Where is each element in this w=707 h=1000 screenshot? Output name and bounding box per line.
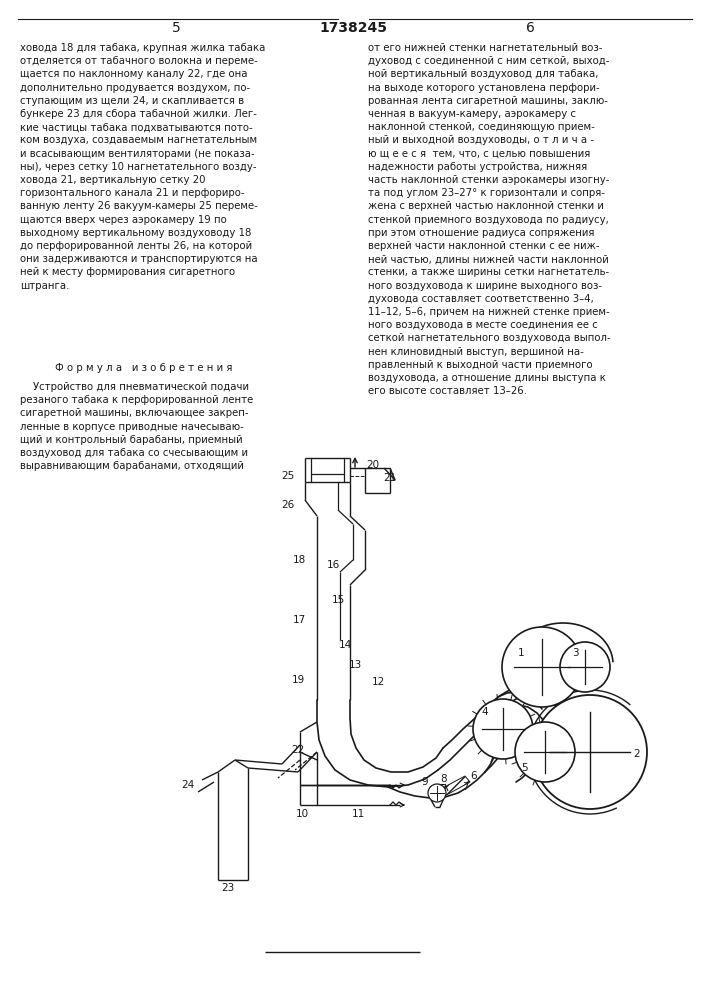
- Text: 25: 25: [282, 471, 295, 481]
- Text: от его нижней стенки нагнетательный воз-
духовод с соединенной с ним сеткой, вых: от его нижней стенки нагнетательный воз-…: [368, 43, 611, 396]
- Text: 1: 1: [518, 648, 525, 658]
- Text: 16: 16: [327, 560, 340, 570]
- Text: 22: 22: [292, 745, 305, 755]
- Text: 20: 20: [366, 460, 379, 470]
- Text: 19: 19: [292, 675, 305, 685]
- Text: Ф о р м у л а   и з о б р е т е н и я: Ф о р м у л а и з о б р е т е н и я: [55, 363, 233, 373]
- Text: 13: 13: [349, 660, 362, 670]
- Text: 14: 14: [339, 640, 352, 650]
- Text: 6: 6: [470, 771, 477, 781]
- Text: ховода 18 для табака, крупная жилка табака
отделяется от табачного волокна и пер: ховода 18 для табака, крупная жилка таба…: [20, 43, 265, 291]
- Circle shape: [428, 784, 446, 802]
- Text: 5: 5: [172, 21, 180, 35]
- Text: 23: 23: [221, 883, 235, 893]
- Circle shape: [473, 699, 533, 759]
- Text: 8: 8: [440, 774, 447, 784]
- Text: 26: 26: [282, 500, 295, 510]
- Text: 18: 18: [293, 555, 306, 565]
- Text: 1738245: 1738245: [319, 21, 387, 35]
- Text: 4: 4: [481, 707, 488, 717]
- Text: 12: 12: [372, 677, 385, 687]
- Text: 9: 9: [421, 777, 428, 787]
- Text: 15: 15: [332, 595, 345, 605]
- Text: 24: 24: [181, 780, 194, 790]
- Text: 5: 5: [521, 763, 528, 773]
- Text: Устройство для пневматической подачи
резаного табака к перфорированной ленте
сиг: Устройство для пневматической подачи рез…: [20, 382, 253, 471]
- Text: 6: 6: [525, 21, 534, 35]
- Text: 17: 17: [293, 615, 306, 625]
- Text: 11: 11: [352, 809, 366, 819]
- Circle shape: [533, 695, 647, 809]
- Circle shape: [560, 642, 610, 692]
- Circle shape: [515, 722, 575, 782]
- Polygon shape: [437, 776, 470, 798]
- Circle shape: [502, 627, 582, 707]
- Text: 7: 7: [462, 782, 469, 792]
- Text: 2: 2: [633, 749, 640, 759]
- Text: 3: 3: [572, 648, 578, 658]
- Text: 21: 21: [383, 473, 396, 483]
- Text: 10: 10: [296, 809, 308, 819]
